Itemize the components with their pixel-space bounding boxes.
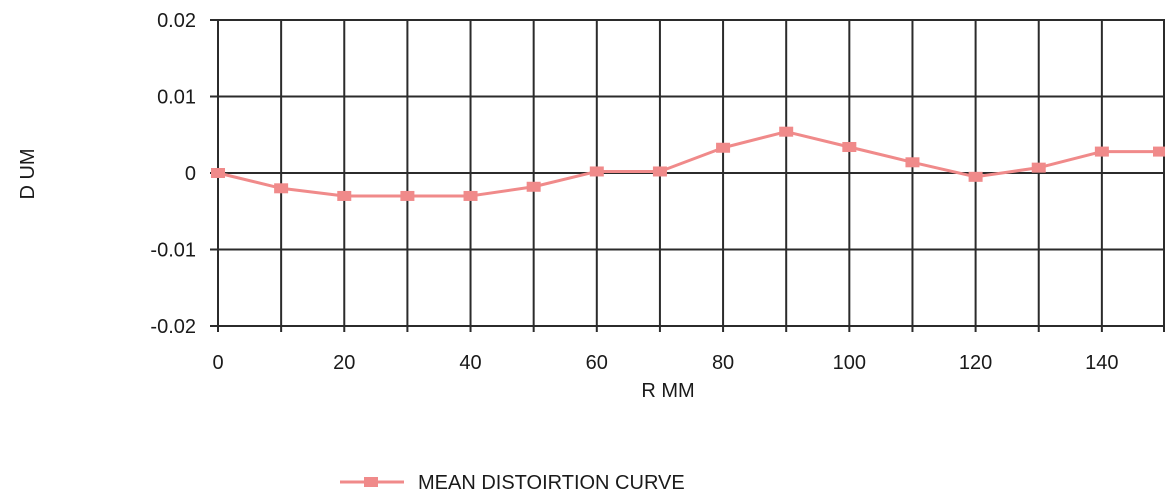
y-tick-labels: 0.02 0.01 0 -0.01 -0.02	[150, 10, 196, 338]
y-tick-label: 0	[185, 163, 196, 185]
series-layer	[211, 126, 1165, 201]
x-tick-labels: 0 20 40 60 80 100 120 140	[212, 352, 1118, 374]
data-point-marker	[968, 171, 983, 182]
data-point-marker	[1031, 162, 1046, 173]
grid-layer	[210, 19, 1165, 332]
x-tick-label: 60	[586, 352, 608, 374]
y-tick-label: 0.01	[157, 87, 196, 109]
data-point-marker	[905, 157, 920, 168]
y-tick-label: -0.01	[150, 240, 196, 262]
x-tick-label: 80	[712, 352, 734, 374]
data-point-marker	[716, 142, 731, 153]
x-axis-label: R MM	[641, 380, 694, 402]
data-point-marker	[274, 183, 289, 194]
data-point-marker	[1153, 146, 1165, 157]
data-point-marker	[652, 166, 667, 177]
data-point-marker	[400, 190, 415, 201]
x-tick-label: 20	[333, 352, 355, 374]
data-point-marker	[842, 141, 857, 152]
x-tick-label: 140	[1085, 352, 1118, 374]
x-tick-label: 100	[833, 352, 866, 374]
data-point-marker	[779, 126, 794, 137]
x-tick-label: 40	[459, 352, 481, 374]
series-line	[217, 130, 1160, 198]
y-tick-label: -0.02	[150, 316, 196, 338]
x-tick-label: 120	[959, 352, 992, 374]
data-point-marker	[526, 181, 541, 192]
legend-label: MEAN DISTOIRTION CURVE	[418, 472, 685, 494]
data-point-marker	[211, 168, 225, 178]
data-point-marker	[1094, 146, 1109, 157]
y-axis-label: D UM	[17, 148, 39, 199]
data-point-marker	[463, 190, 478, 201]
y-tick-label: 0.02	[157, 10, 196, 32]
legend: MEAN DISTOIRTION CURVE	[340, 472, 685, 494]
legend-marker-swatch	[364, 477, 378, 487]
data-point-marker	[589, 166, 604, 177]
x-tick-label: 0	[212, 352, 223, 374]
data-point-marker	[337, 190, 352, 201]
